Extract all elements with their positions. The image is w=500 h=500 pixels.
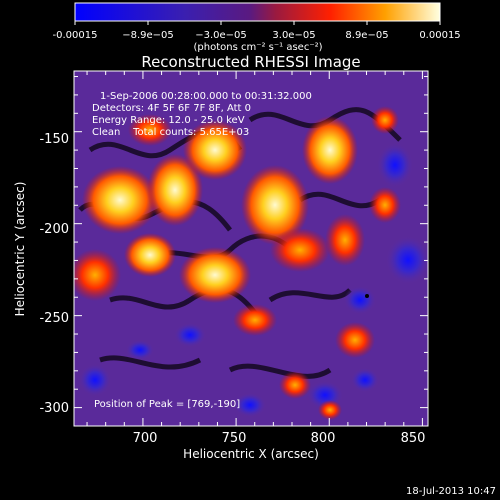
x-axis-label: Heliocentric X (arcsec) (183, 447, 319, 461)
peak-marker (365, 294, 369, 298)
x-tick-800: 800 (311, 431, 336, 446)
rhessi-image (74, 71, 428, 426)
timestamp: 18-Jul-2013 10:47 (406, 486, 496, 497)
colorbar-tick-2: −3.0e−05 (195, 30, 247, 41)
plot-title: Reconstructed RHESSI Image (141, 53, 360, 71)
y-tick-minus300: -300 (39, 401, 69, 416)
info-line-clean: Clean Total counts: 5.65E+03 (92, 127, 249, 138)
x-tick-750: 750 (222, 431, 247, 446)
info-line-detectors: Detectors: 4F 5F 6F 7F 8F, Att 0 (92, 103, 251, 114)
y-axis-label: Heliocentric Y (arcsec) (13, 182, 27, 317)
info-line-energy: Energy Range: 12.0 - 25.0 keV (92, 115, 245, 126)
colorbar-ticks (74, 21, 441, 25)
colorbar-tick-4: 8.9e−05 (345, 30, 388, 41)
info-line-time: 1-Sep-2006 00:28:00.000 to 00:31:32.000 (100, 91, 312, 102)
colorbar (74, 2, 441, 22)
colorbar-tick-5: 0.00015 (419, 30, 460, 41)
x-tick-marks (86, 71, 423, 426)
x-tick-700: 700 (133, 431, 158, 446)
image-hot-regions (74, 106, 401, 420)
colorbar-tick-1: −8.9e−05 (122, 30, 174, 41)
colorbar-tick-0: -0.00015 (53, 30, 98, 41)
x-tick-850: 850 (401, 431, 426, 446)
plot-frame (73, 70, 429, 427)
colorbar-tick-3: 3.0e−05 (272, 30, 315, 41)
peak-position-label: Position of Peak = [769,-190] (94, 399, 240, 410)
y-tick-marks (74, 76, 428, 409)
y-tick-minus200: -200 (39, 222, 69, 237)
colorbar-unit-label: (photons cm⁻² s⁻¹ asec⁻²) (193, 42, 322, 53)
y-tick-minus150: -150 (39, 132, 69, 147)
y-tick-minus250: -250 (39, 311, 69, 326)
